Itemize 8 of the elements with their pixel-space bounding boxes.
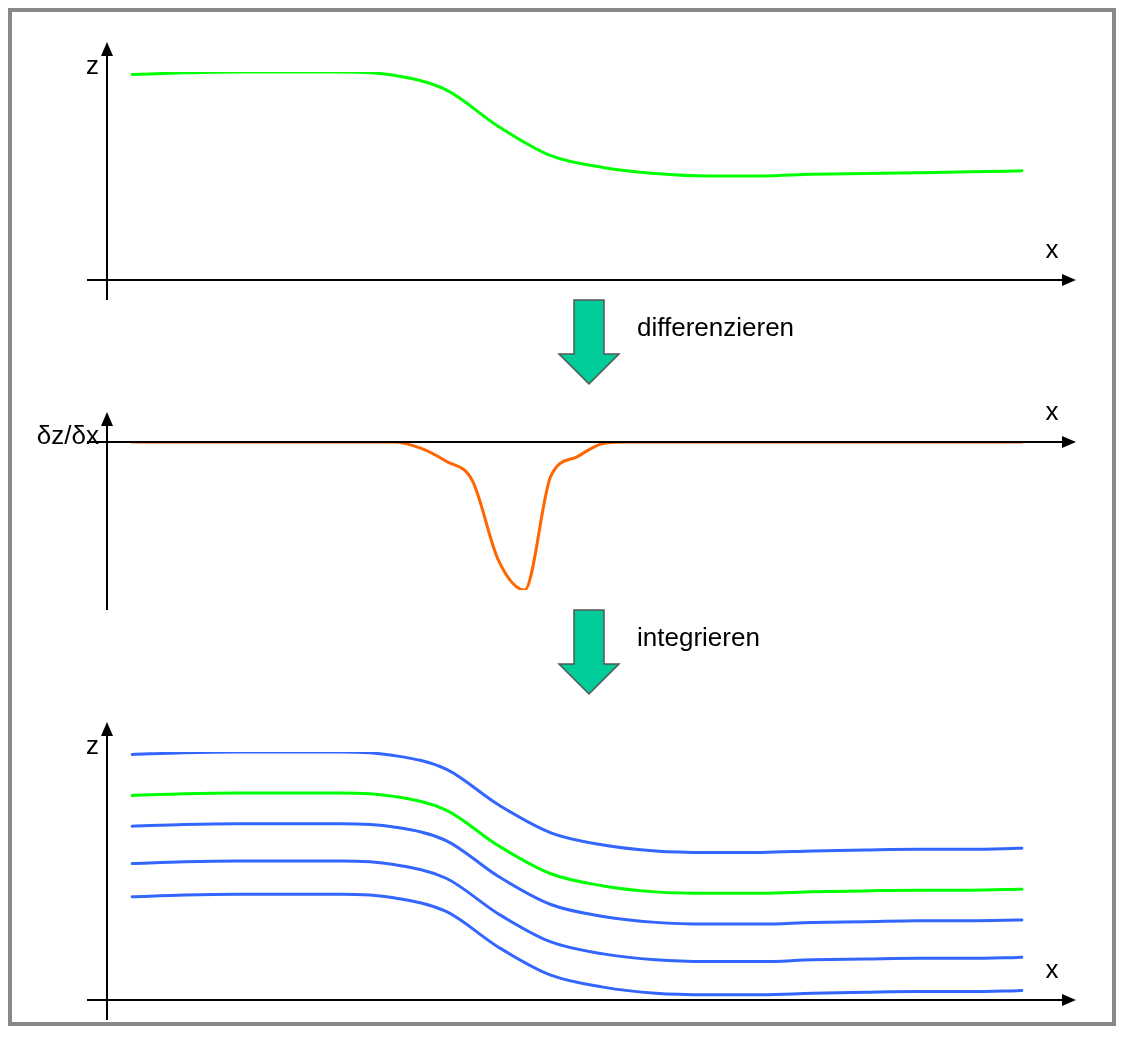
y-axis-title: δz/δx xyxy=(36,420,99,450)
x-axis-title: x xyxy=(1045,234,1059,264)
text: differenzieren xyxy=(637,311,795,343)
y-axis-title: z xyxy=(86,50,99,80)
y-axis-title: z xyxy=(86,730,99,760)
text: integrieren xyxy=(637,621,760,653)
x-axis-title: x xyxy=(1045,954,1059,984)
x-axis-title: x xyxy=(1045,396,1059,426)
